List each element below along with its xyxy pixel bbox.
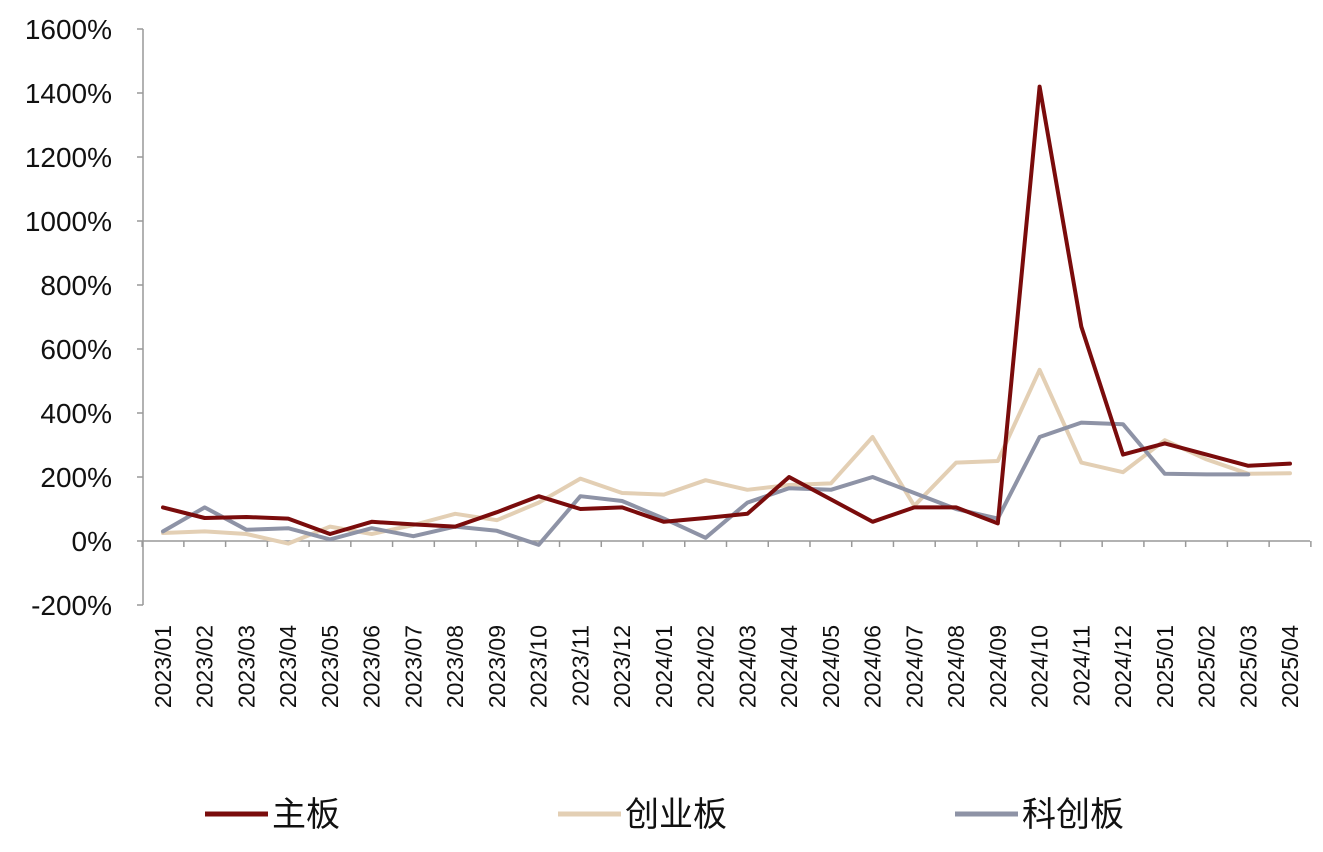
x-tick-label: 2023/12 <box>609 625 635 708</box>
legend: 主板 创业板 科创板 <box>205 795 1124 835</box>
y-tick-label: -200% <box>31 590 112 621</box>
x-tick-label: 2023/01 <box>150 625 176 708</box>
legend-item-1: 创业板 <box>558 795 727 835</box>
y-tick-label: 1000% <box>25 206 112 237</box>
x-tick-label: 2024/09 <box>985 625 1011 708</box>
x-tick-label: 2023/10 <box>526 625 552 708</box>
series-line-0 <box>161 84 1292 536</box>
x-tick-label: 2023/05 <box>317 625 343 708</box>
x-tick-label: 2025/03 <box>1235 625 1261 708</box>
x-tick-label: 2023/06 <box>359 625 385 708</box>
y-tick-label: 600% <box>40 334 112 365</box>
x-tick-label: 2023/04 <box>275 625 301 708</box>
series-line-1 <box>161 367 1292 546</box>
y-tick-label: 1200% <box>25 142 112 173</box>
x-tick-label: 2025/01 <box>1152 625 1178 708</box>
x-tick-label: 2024/03 <box>734 625 760 708</box>
y-tick-label: 0% <box>72 526 112 557</box>
x-tick-label: 2024/07 <box>901 625 927 708</box>
x-tick-label: 2023/07 <box>400 625 426 708</box>
x-tick-label: 2024/08 <box>943 625 969 708</box>
x-tick-label: 2025/04 <box>1277 625 1303 708</box>
x-tick-label: 2023/09 <box>484 625 510 708</box>
x-tick-label: 2023/02 <box>192 625 218 708</box>
x-tick-label: 2024/01 <box>651 625 677 708</box>
legend-item-2: 科创板 <box>955 795 1124 835</box>
x-axis-tick-labels: 2023/01 2023/02 2023/03 2023/04 2023/05 2023/… <box>150 625 1303 708</box>
x-tick-label: 2024/02 <box>693 625 719 708</box>
x-tick-label: 2023/11 <box>567 625 593 706</box>
y-tick-label: 1400% <box>25 78 112 109</box>
x-tick-label: 2024/12 <box>1110 625 1136 708</box>
legend-label: 创业板 <box>625 795 727 835</box>
y-tick-label: 200% <box>40 462 112 493</box>
legend-label: 主板 <box>272 795 340 835</box>
axes <box>137 28 1312 606</box>
x-tick-label: 2024/11 <box>1068 625 1094 706</box>
y-tick-label: 400% <box>40 398 112 429</box>
series-line-2 <box>161 420 1251 547</box>
y-tick-label: 800% <box>40 270 112 301</box>
x-tick-label: 2023/08 <box>442 625 468 708</box>
x-tick-label: 2024/05 <box>818 625 844 708</box>
series-lines <box>161 84 1292 547</box>
y-axis-tick-labels: -200% 0% 200% 400% 600% 800% 1000% 1200% 1400% 16… <box>25 14 112 621</box>
x-tick-label: 2025/02 <box>1194 625 1220 708</box>
y-tick-label: 1600% <box>25 14 112 45</box>
legend-item-0: 主板 <box>205 795 340 835</box>
x-tick-label: 2024/10 <box>1027 625 1053 708</box>
x-tick-label: 2023/03 <box>233 625 259 708</box>
legend-label: 科创板 <box>1022 795 1124 835</box>
x-tick-label: 2024/04 <box>776 625 802 708</box>
x-tick-label: 2024/06 <box>860 625 886 708</box>
